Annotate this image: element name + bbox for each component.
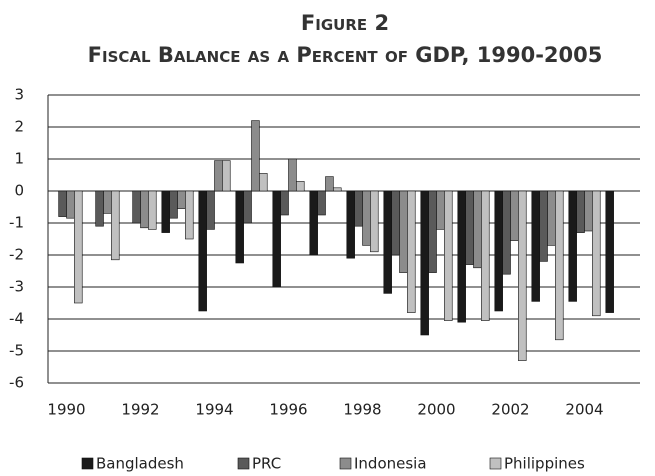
- bar: [140, 190, 149, 229]
- bar: [111, 190, 120, 261]
- bar: [354, 190, 363, 227]
- bar: [605, 190, 614, 313]
- bar: [235, 190, 244, 264]
- bar: [436, 190, 445, 230]
- bar: [95, 190, 104, 227]
- bar: [132, 190, 141, 224]
- bar: [539, 190, 548, 262]
- y-tick-label: 3: [14, 86, 24, 104]
- x-tick-label: 1996: [269, 401, 307, 419]
- bar: [206, 190, 215, 230]
- legend-swatch: [489, 457, 502, 470]
- bar: [288, 158, 297, 192]
- y-tick-label: -4: [9, 310, 24, 328]
- bar: [518, 190, 527, 361]
- y-tick-label: -6: [9, 374, 24, 392]
- bar: [58, 190, 67, 217]
- y-tick-label: -2: [9, 246, 24, 264]
- bar: [177, 190, 186, 209]
- bar: [465, 190, 474, 265]
- bar: [457, 190, 466, 323]
- bar: [243, 190, 252, 224]
- y-tick-label: 2: [14, 118, 24, 136]
- chart-subtitle: Fiscal Balance as a Percent of GDP, 1990…: [88, 43, 603, 67]
- legend-label: PRC: [252, 455, 281, 473]
- x-tick-label: 1994: [195, 401, 233, 419]
- y-tick-label: 1: [14, 150, 24, 168]
- bar: [198, 190, 207, 312]
- legend-swatch: [81, 457, 94, 470]
- legend-label: Indonesia: [354, 455, 427, 473]
- legend-label: Philippines: [504, 455, 585, 473]
- bar: [568, 190, 577, 302]
- bar: [103, 190, 112, 214]
- bar: [420, 190, 429, 336]
- legend-swatch: [339, 457, 352, 470]
- bar: [391, 190, 400, 256]
- bar: [74, 190, 83, 304]
- bar: [161, 190, 170, 233]
- bar: [592, 190, 601, 317]
- bar: [481, 190, 490, 321]
- bar: [296, 181, 305, 192]
- legend-swatch: [237, 457, 250, 470]
- y-tick-label: -5: [9, 342, 24, 360]
- chart-title: Figure 2: [301, 11, 389, 35]
- bar: [555, 190, 564, 341]
- bar: [309, 190, 318, 256]
- y-tick-label: -1: [9, 214, 24, 232]
- bar: [576, 190, 585, 233]
- bar: [370, 190, 379, 253]
- x-tick-label: 1998: [343, 401, 381, 419]
- x-tick-label: 1992: [121, 401, 159, 419]
- bar: [272, 190, 281, 288]
- bar: [259, 173, 268, 192]
- x-tick-label: 2000: [417, 401, 455, 419]
- legend-label: Bangladesh: [96, 455, 184, 473]
- y-tick-label: 0: [14, 182, 24, 200]
- bar: [547, 190, 556, 246]
- y-tick-label: -3: [9, 278, 24, 296]
- bar: [251, 120, 260, 192]
- bar: [185, 190, 194, 240]
- bar: [399, 190, 408, 273]
- bar: [66, 190, 75, 219]
- x-tick-label: 1990: [47, 401, 85, 419]
- bar: [333, 187, 342, 192]
- bar: [214, 160, 223, 192]
- x-tick-label: 2002: [491, 401, 529, 419]
- bar: [148, 190, 157, 230]
- bar: [428, 190, 437, 273]
- bar: [169, 190, 178, 219]
- bar: [444, 190, 453, 321]
- bar: [510, 190, 519, 241]
- bar: [222, 160, 231, 192]
- bar: [383, 190, 392, 294]
- bar: [584, 190, 593, 232]
- bar: [407, 190, 416, 313]
- bar: [494, 190, 503, 312]
- bar: [473, 190, 482, 269]
- bar: [325, 176, 334, 192]
- bar: [346, 190, 355, 259]
- bar: [317, 190, 326, 216]
- x-tick-label: 2004: [565, 401, 603, 419]
- bar: [280, 190, 289, 216]
- bar: [531, 190, 540, 302]
- bar: [502, 190, 511, 275]
- bar: [362, 190, 371, 246]
